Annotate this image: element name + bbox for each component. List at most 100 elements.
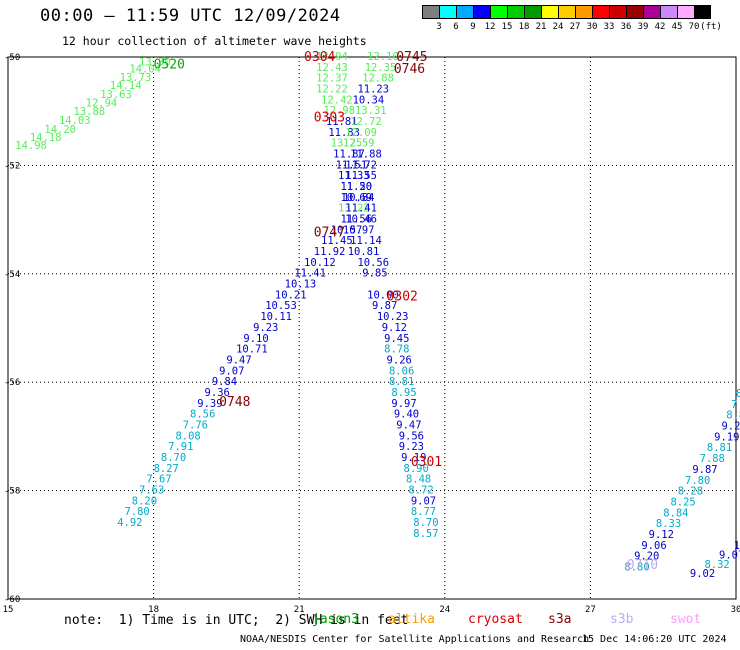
scale-swatch [575, 5, 592, 19]
wave-height-point: 8.56 [190, 409, 215, 421]
page-title: 00:00 – 11:59 UTC 12/09/2024 [40, 6, 341, 26]
y-tick-label: -56 [4, 378, 20, 388]
wave-height-point: 12.72 [350, 116, 382, 128]
color-scale-labels: 3 6 9 12 15 18 21 24 27 30 33 36 39 42 45 70 (ft) [422, 22, 740, 34]
legend-swot: swot [670, 612, 702, 627]
scale-label: 6 [453, 22, 459, 32]
wave-height-point: 9.07 [719, 550, 740, 562]
wave-height-point: 10.71 [236, 344, 268, 356]
wave-height-point: 11.88 [350, 148, 382, 160]
wave-height-point: 8.20 [132, 495, 157, 507]
wave-height-point: 4.92 [117, 517, 142, 529]
scale-swatch [422, 5, 439, 19]
scale-label: 18 [518, 22, 530, 32]
scale-label: 15 [501, 22, 513, 32]
wave-height-point: 10.84 [343, 192, 375, 204]
scale-swatch [609, 5, 626, 19]
wave-height-point: 11.55 [345, 170, 377, 182]
scale-swatch [439, 5, 456, 19]
x-tick-label: 18 [148, 605, 159, 615]
wave-height-point: 10.11 [260, 311, 292, 323]
scale-label: 39 [637, 22, 649, 32]
wave-height-point: 8.70 [161, 452, 186, 464]
wave-height-point: 7.6 [731, 399, 740, 411]
wave-height-point: 14.98 [15, 140, 47, 152]
color-scale-bar [422, 5, 711, 19]
wave-height-point: 10.56 [357, 257, 389, 269]
wave-height-point: 10.34 [353, 94, 385, 106]
wave-height-point: 11.41 [345, 203, 377, 215]
wave-height-point: 9.85 [362, 268, 387, 280]
wave-height-point: 10.81 [348, 246, 380, 258]
wave-height-point: 12.09 [345, 127, 377, 139]
wave-height-point: 9.97 [391, 398, 416, 410]
pass-time-label: 0301 [411, 455, 442, 470]
wave-height-point: 10.53 [265, 300, 297, 312]
wave-height-point: 9.19 [714, 431, 739, 443]
wave-height-point: 10.69 [340, 192, 372, 204]
wave-height-point: 8.08 [175, 430, 200, 442]
scale-swatch [507, 5, 524, 19]
wave-height-point: 11.51 [336, 159, 368, 171]
wave-height-point: 8.27 [154, 463, 179, 475]
scale-swatch [626, 5, 643, 19]
scale-label: 21 [535, 22, 547, 32]
wave-height-point: 12.10 [367, 51, 399, 63]
wave-height-point: 9.29 [721, 421, 740, 433]
scale-swatch [473, 5, 490, 19]
generated-timestamp: 15 Dec 14:06:20 UTC 2024 [582, 634, 727, 645]
scale-label: 9 [470, 22, 476, 32]
scale-label: 33 [603, 22, 615, 32]
wave-height-point: 9.06 [641, 540, 666, 552]
scale-swatch [643, 5, 660, 19]
wave-height-point: 10.13 [285, 279, 317, 291]
wave-height-point: 11.83 [328, 127, 360, 139]
wave-height-point: 12.35 [365, 62, 397, 74]
y-tick-label: -54 [4, 270, 20, 280]
scale-swatch [456, 5, 473, 19]
wave-height-point: 9.07 [411, 495, 436, 507]
wave-height-point: 10.46 [345, 214, 377, 226]
wave-height-point: 8.33 [656, 518, 681, 530]
wave-height-point: 8.90 [404, 463, 429, 475]
wave-height-point: 7.63 [139, 485, 164, 497]
wave-height-point: 10.97 [343, 224, 375, 236]
wave-height-point: 10.21 [275, 289, 307, 301]
scale-label: 42 [654, 22, 666, 32]
wave-height-point: 12.98 [323, 105, 355, 117]
wave-height-point: 13.94 [316, 51, 348, 63]
x-tick-label: 21 [294, 605, 305, 615]
wave-height-point: 7.91 [168, 441, 193, 453]
wave-height-point: 7.67 [146, 474, 171, 486]
pass-time-label: 0745 [396, 50, 427, 65]
scale-label: 24 [552, 22, 564, 32]
x-tick-label: 15 [3, 605, 14, 615]
wave-height-point: 9.07 [219, 365, 244, 377]
wave-height-point: 10.00 [367, 289, 399, 301]
wave-height-point: 9.56 [399, 430, 424, 442]
scale-swatch [524, 5, 541, 19]
wave-height-point: 9.23 [253, 322, 278, 334]
wave-height-point: 7.80 [124, 506, 149, 518]
wave-height-point: 9.02 [690, 568, 715, 580]
wave-height-point: 12.37 [316, 73, 348, 85]
scale-swatch [592, 5, 609, 19]
pass-time-label: 0303 [314, 111, 345, 126]
wave-height-point: 11.56 [340, 214, 372, 226]
legend-s3b: s3b [610, 612, 634, 627]
x-tick-label: 30 [731, 605, 740, 615]
credit-text: NOAA/NESDIS Center for Satellite Applica… [240, 634, 590, 645]
wave-height-point: 13.88 [74, 106, 106, 118]
y-tick-label: -50 [4, 53, 20, 63]
pass-time-label: 0520 [154, 58, 185, 73]
wave-height-point: 8.28 [678, 486, 703, 498]
wave-height-point: 8.81 [707, 442, 732, 454]
wave-height-point: 11.33 [338, 170, 370, 182]
wave-height-point: 14.03 [59, 115, 91, 127]
wave-height-point: 8.06 [389, 365, 414, 377]
scale-label: 70 [688, 22, 700, 32]
wave-height-point: 9.12 [382, 322, 407, 334]
wave-height-point: 9.19 [401, 452, 426, 464]
legend-jason3: jason3 [312, 612, 359, 627]
